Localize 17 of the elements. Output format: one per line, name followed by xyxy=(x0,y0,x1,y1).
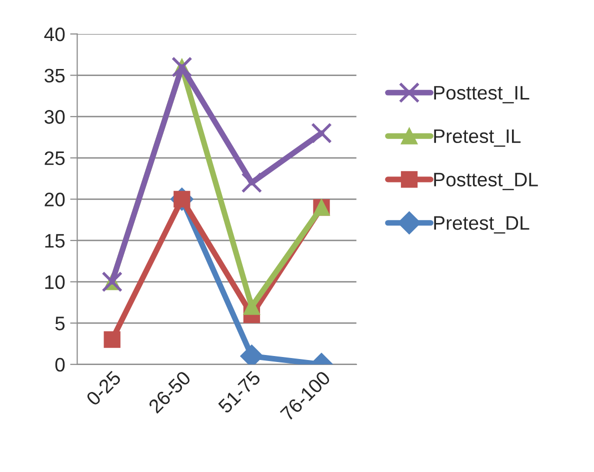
legend-label: Pretest_DL xyxy=(434,216,530,234)
y-tick-label: 30 xyxy=(44,110,65,124)
point xyxy=(104,331,120,348)
y-tick-label: 15 xyxy=(45,234,65,248)
point xyxy=(311,122,332,144)
point xyxy=(243,298,260,315)
legend-label: Pretest_IL xyxy=(434,129,521,147)
legend-label: Posttest_IL xyxy=(434,86,530,104)
y-tick-label: 25 xyxy=(44,151,65,166)
legend-label: Posttest_DL xyxy=(434,172,538,190)
y-tick-label: 10 xyxy=(45,275,65,290)
y-tick-label: 40 xyxy=(44,27,65,42)
y-tick-label: 5 xyxy=(55,316,65,330)
y-tick-label: 20 xyxy=(44,192,65,206)
y-tick-label: 35 xyxy=(44,68,65,83)
y-tick-label: 0 xyxy=(55,358,65,372)
point xyxy=(241,172,262,194)
